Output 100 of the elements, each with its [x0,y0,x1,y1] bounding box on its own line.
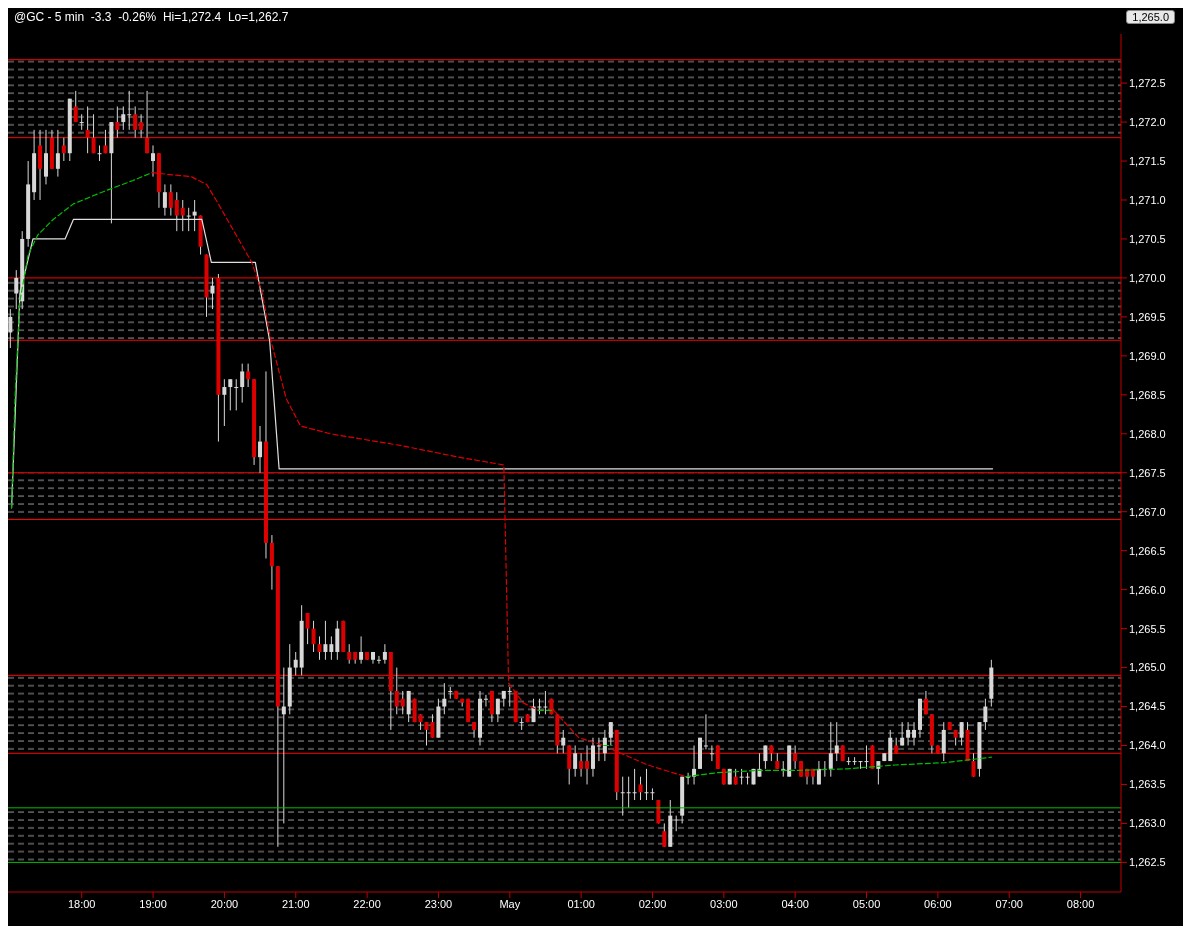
candlestick [61,137,66,162]
candlestick [329,635,334,661]
candlestick [519,717,524,731]
candlestick [240,363,245,404]
x-tick-label: 18:00 [67,897,96,910]
x-tick-label: 05:00 [852,897,881,910]
candlestick [246,363,251,388]
candlestick [258,425,263,474]
candlestick [888,729,893,762]
candlestick [686,772,691,785]
x-tick-label: 04:00 [781,897,809,910]
candlestick [793,744,798,770]
y-tick-label: 1,266.5 [1129,544,1166,557]
candlestick [85,105,90,154]
y-tick-label: 1,267.5 [1129,466,1166,479]
y-tick-label: 1,271.5 [1129,154,1166,167]
candlestick [602,729,607,762]
candlestick [543,690,548,715]
x-tick-label: 22:00 [353,897,381,910]
x-tick-label: 07:00 [995,897,1023,910]
x-tick-label: 03:00 [710,897,738,910]
candlestick [139,113,144,139]
candlestick [870,744,875,770]
y-tick-label: 1,263.5 [1129,778,1166,791]
candlestick [210,277,215,310]
candlestick [906,721,911,746]
y-tick-label: 1,265.0 [1129,661,1166,674]
y-tick-label: 1,268.0 [1129,427,1166,440]
candlestick [293,651,298,676]
candlestick [91,113,96,154]
candlestick [376,655,381,665]
y-tick-label: 1,270.0 [1129,271,1166,284]
y-tick-label: 1,266.0 [1129,583,1166,596]
candlestick [79,113,84,131]
candlestick [573,744,578,778]
x-tick-label: 23:00 [424,897,453,910]
candlestick [644,768,649,801]
candlestick [43,129,48,185]
y-tick-label: 1,272.5 [1129,77,1166,89]
candlestick [311,620,316,653]
candlestick [941,721,946,762]
x-tick-label: 20:00 [210,897,239,910]
candlestick [305,612,310,645]
candlestick [662,822,667,848]
candlestick [145,90,150,154]
chart-title: @GC - 5 min -3.3 -0.26% Hi=1,272.4 Lo=1,262.7 [14,10,289,24]
candlestick [472,721,477,739]
candlestick [14,269,19,310]
candlestick [359,635,364,665]
candlestick [834,721,839,762]
y-tick-label: 1,271.0 [1129,193,1166,206]
x-tick-label: 19:00 [139,897,167,910]
candlestick [323,620,328,661]
candlestick [912,721,917,746]
y-tick-label: 1,270.5 [1129,232,1166,245]
y-tick-label: 1,267.0 [1129,505,1166,518]
candlestick [8,308,13,349]
candlestick [133,105,138,139]
candlestick [168,183,173,217]
y-tick-label: 1,269.0 [1129,349,1166,362]
candlestick [442,682,447,715]
candlestick [692,744,697,785]
y-tick-label: 1,268.5 [1129,388,1166,401]
candlestick [507,686,512,708]
candlestick [483,694,488,708]
candlestick [97,144,102,162]
candlestick [590,737,595,778]
candlestick [394,667,399,715]
candlestick [234,378,239,411]
y-tick-label: 1,265.5 [1129,622,1166,635]
candlestick [626,776,631,809]
candlestick [489,690,494,723]
candlestick [222,378,227,427]
candlestick [228,378,233,411]
candlestick [763,744,768,770]
x-tick-label: 02:00 [638,897,667,910]
candlestick [38,129,43,201]
candlestick [596,737,601,762]
candlestick [115,105,120,139]
candlestick [561,729,566,754]
x-tick-label: 01:00 [567,897,595,910]
candlestick [281,667,286,824]
candlestick [715,744,720,770]
x-tick-label: 06:00 [924,897,952,910]
candlestick [127,90,132,131]
candlestick [959,721,964,746]
candlestick [162,183,167,217]
candlestick [406,690,411,723]
candlestick [620,776,625,817]
candlestick [121,105,126,131]
candlestick [579,752,584,778]
candlestick [400,690,405,715]
candlestick [632,768,637,801]
y-tick-label: 1,272.0 [1129,115,1166,128]
candlestick [73,90,78,123]
y-tick-label: 1,262.5 [1129,856,1166,869]
y-tick-label: 1,269.5 [1129,310,1166,323]
y-tick-label: 1,264.5 [1129,700,1166,713]
candlestick [828,721,833,778]
x-tick-label: May [499,897,521,910]
